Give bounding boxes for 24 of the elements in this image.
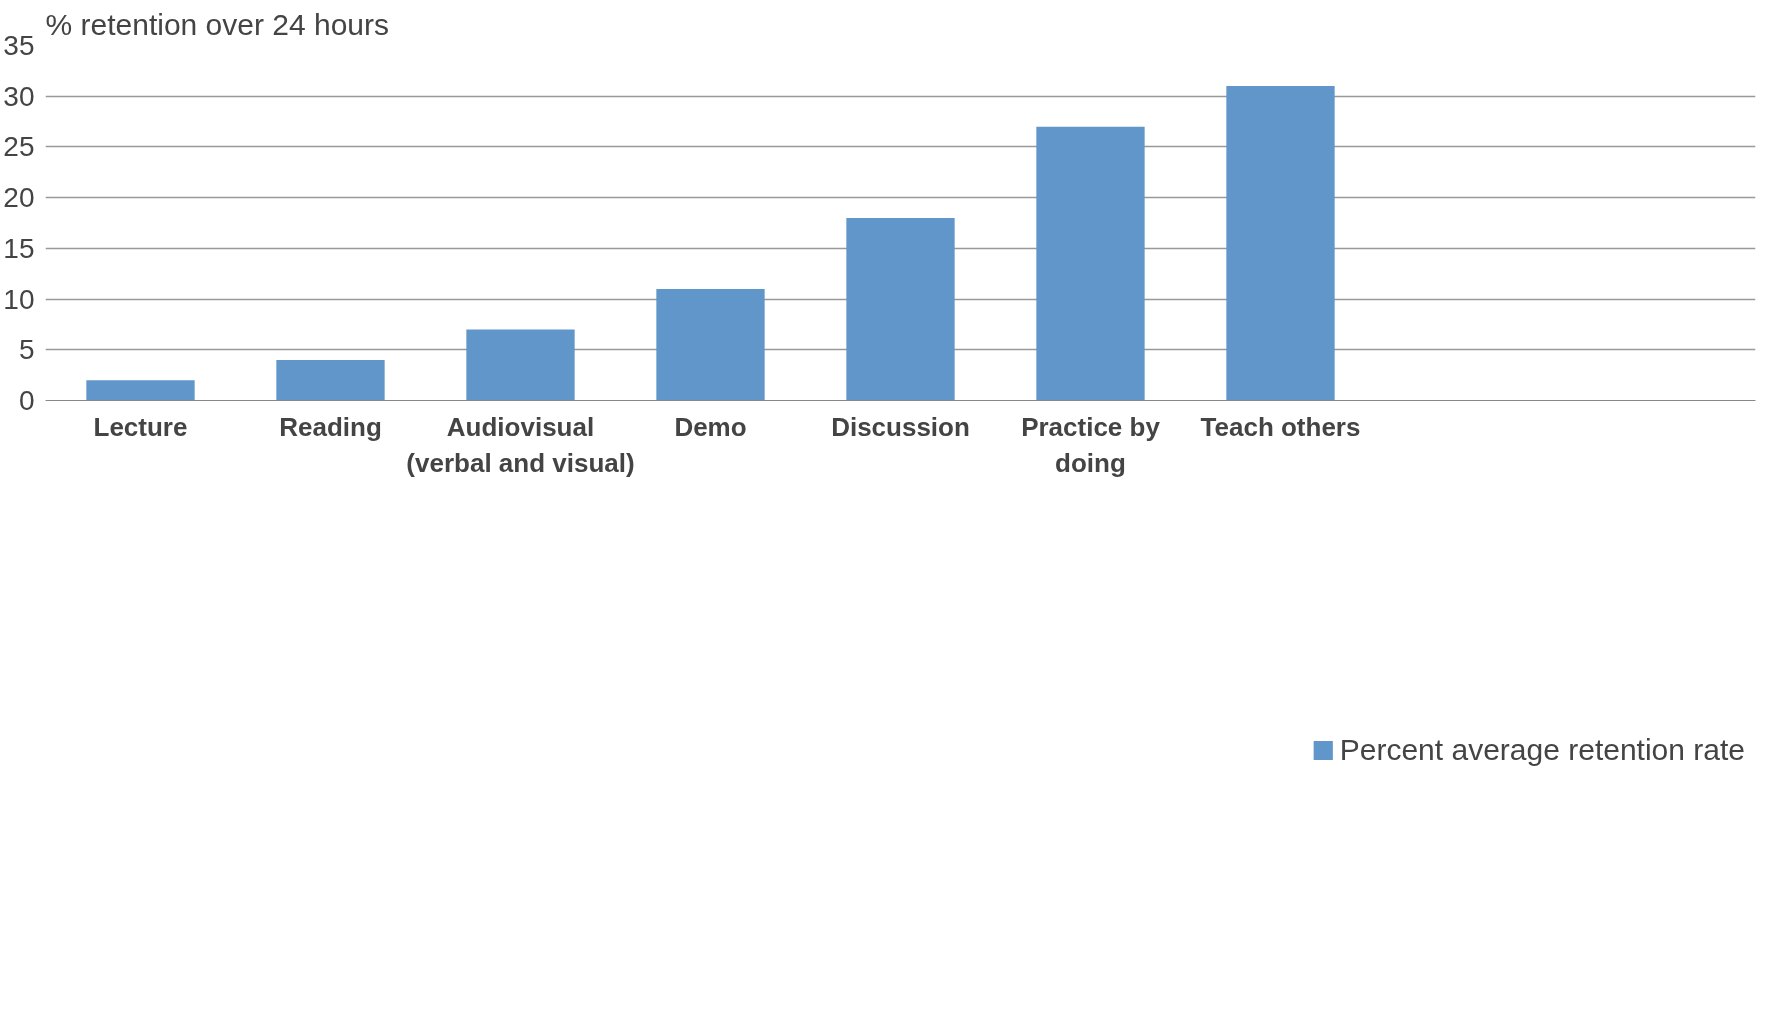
y-tick-label: 10 xyxy=(3,283,35,315)
x-tick-label: Reading xyxy=(279,411,382,442)
x-tick-label: Discussion xyxy=(831,411,970,442)
bar xyxy=(276,359,385,401)
bar xyxy=(1226,86,1335,401)
y-axis-title: % retention over 24 hours xyxy=(45,7,390,41)
y-tick-label: 5 xyxy=(18,334,35,366)
y-tick-label: 20 xyxy=(3,182,35,214)
bar xyxy=(86,380,195,401)
x-tick-label: Practice by doing xyxy=(1021,411,1161,478)
x-tick-label: Audiovisual (verbal and visual) xyxy=(406,411,635,478)
y-tick-label: 25 xyxy=(3,131,35,163)
x-tick-label: Teach others xyxy=(1200,411,1361,442)
x-tick-label: Demo xyxy=(674,411,747,442)
y-tick-label: 30 xyxy=(3,80,35,112)
bar xyxy=(656,288,765,401)
bar xyxy=(466,329,575,401)
y-tick-label: 0 xyxy=(18,385,35,416)
x-tick-label: Lecture xyxy=(93,411,188,442)
bar xyxy=(1036,126,1145,401)
legend-label: Percent average retention rate xyxy=(1339,733,1745,767)
bar xyxy=(846,217,955,401)
y-tick-label: 15 xyxy=(3,232,35,264)
y-tick-label: 35 xyxy=(3,30,35,61)
